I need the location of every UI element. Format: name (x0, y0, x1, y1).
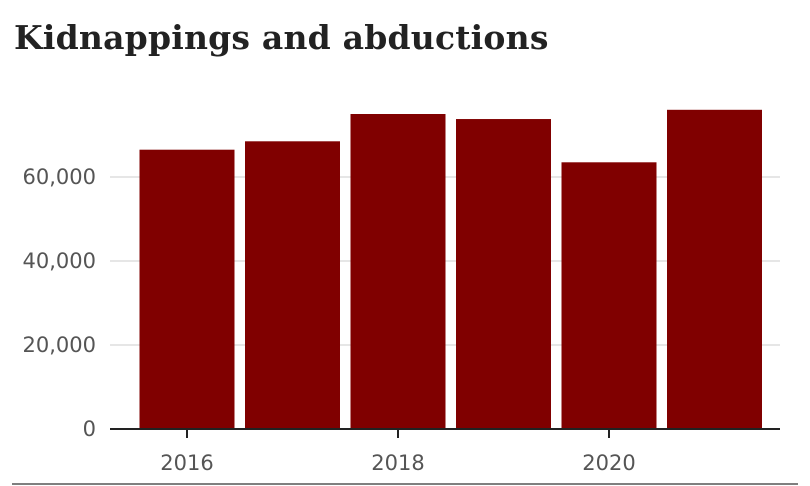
y-tick-label: 60,000 (23, 165, 96, 189)
y-tick-label: 20,000 (23, 333, 96, 357)
chart-title: Kidnappings and abductions (14, 18, 549, 57)
bar-2018 (350, 114, 446, 429)
y-tick-label: 0 (83, 417, 96, 441)
bar-2021 (667, 109, 762, 430)
x-tick-label: 2016 (160, 451, 213, 475)
y-tick-label: 40,000 (23, 249, 96, 273)
bar-2019 (456, 119, 551, 429)
bar-2017 (245, 141, 340, 430)
bar-2020 (561, 162, 657, 430)
x-tick-label: 2018 (371, 451, 424, 475)
x-tick-label: 2020 (582, 451, 635, 475)
bar-2016 (139, 149, 235, 429)
